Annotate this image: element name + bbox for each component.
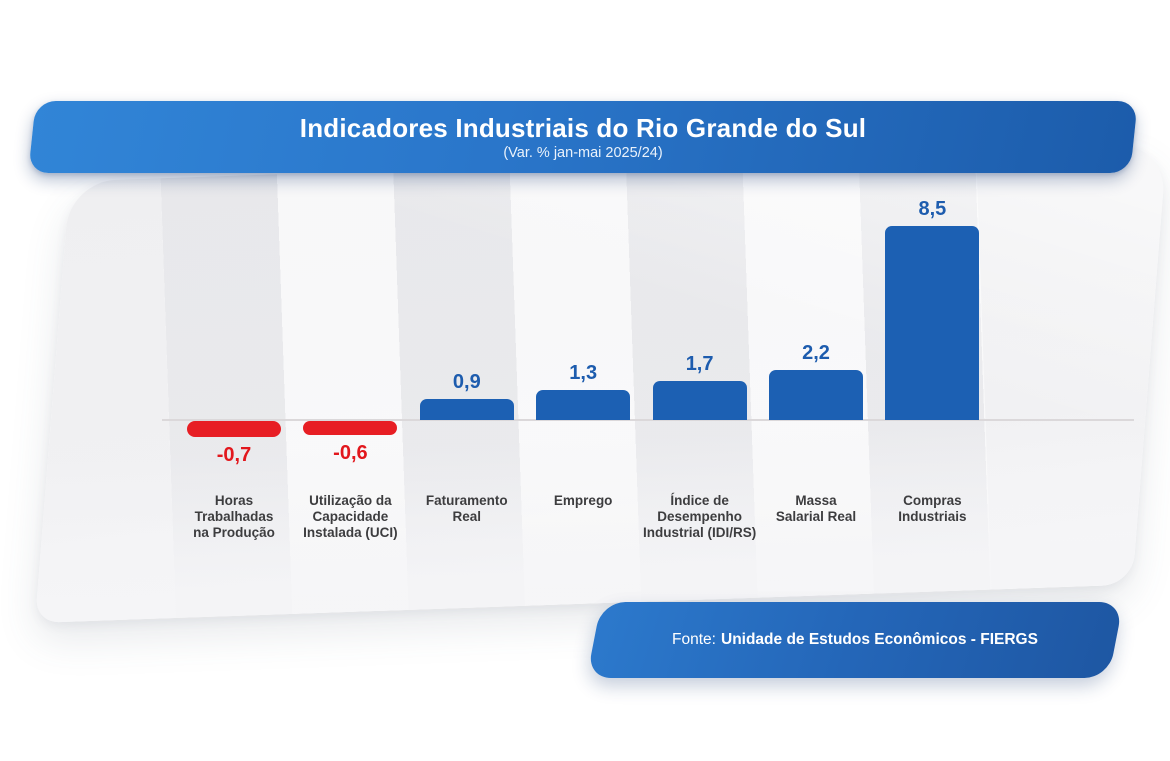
- bar-value-label: 2,2: [802, 341, 830, 364]
- bar: [885, 226, 980, 420]
- bar: [187, 421, 281, 437]
- bar-category-label: Faturamento Real: [425, 493, 508, 524]
- bar-value-label: 1,7: [685, 353, 714, 376]
- bar-value-label: -0,6: [333, 441, 368, 464]
- bar-value-label: 0,9: [452, 371, 481, 394]
- source-prefix: Fonte:: [672, 631, 716, 648]
- bar: [303, 421, 398, 435]
- bar-value-label: 1,3: [569, 362, 598, 385]
- bar-value-label: -0,7: [216, 443, 252, 466]
- bar: [536, 390, 631, 420]
- bar-category-label: Compras Industriais: [898, 493, 967, 524]
- source-banner: Fonte: Unidade de Estudos Econômicos - FI…: [586, 602, 1124, 678]
- bar-category-label: Emprego: [553, 493, 613, 508]
- bar-category-label: Índice de Desempenho Industrial (IDI/RS): [642, 493, 757, 540]
- bar: [652, 381, 747, 420]
- bar: [419, 399, 514, 420]
- source-name: Unidade de Estudos Econômicos - FIERGS: [721, 631, 1038, 648]
- bar-category-label: Massa Salarial Real: [775, 493, 857, 524]
- bar: [769, 369, 863, 420]
- bar-category-label: Horas Trabalhadas na Produção: [193, 493, 275, 540]
- zero-axis-line: [162, 418, 1134, 421]
- bar-value-label: 8,5: [918, 198, 947, 221]
- source-text: Fonte: Unidade de Estudos Econômicos - FI…: [672, 631, 1038, 649]
- bar-category-label: Utilização da Capacidade Instalada (UCI): [303, 493, 398, 540]
